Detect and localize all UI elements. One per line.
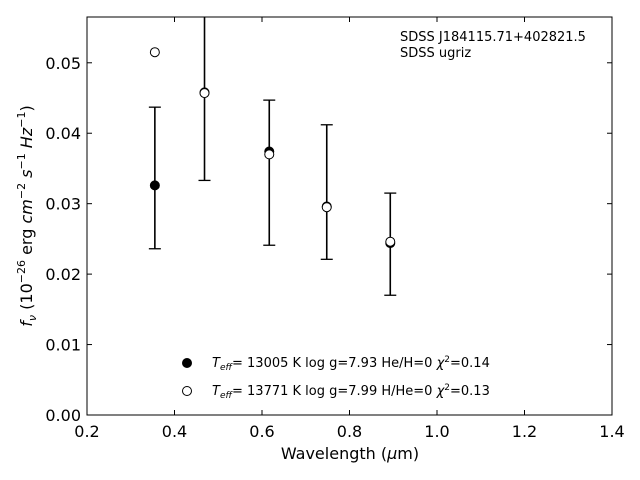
annotation-survey: SDSS ugriz (400, 46, 471, 61)
y-tick-label: 0.00 (45, 406, 81, 425)
y-tick-label: 0.01 (45, 336, 81, 355)
legend-label-open: Teff= 13771 K log g=7.99 H/He=0 χ2=0.13 (212, 383, 490, 401)
x-tick-label: 1.2 (512, 422, 537, 441)
point-open-model (149, 47, 160, 58)
x-tick-label: 0.6 (249, 422, 274, 441)
legend-marker-filled (182, 358, 192, 368)
x-tick-label: 0.8 (337, 422, 362, 441)
y-axis-ticks: 0.00 0.01 0.02 0.03 0.04 0.05 (45, 54, 612, 425)
y-tick-label: 0.03 (45, 195, 81, 214)
y-axis-label: fν (10−26 erg cm−2 s−1 Hz−1) (15, 105, 39, 326)
x-tick-label: 1.4 (599, 422, 624, 441)
legend-label-filled: Teff= 13005 K log g=7.93 He/H=0 χ2=0.14 (212, 355, 490, 373)
point-open-model (385, 236, 396, 247)
x-tick-label: 0.2 (74, 422, 99, 441)
legend: Teff= 13005 K log g=7.93 He/H=0 χ2=0.14 … (182, 355, 490, 401)
y-tick-label: 0.05 (45, 54, 81, 73)
x-tick-label: 1.0 (424, 422, 449, 441)
point-open-model (199, 88, 210, 99)
x-axis-label: Wavelength (μm) (281, 444, 419, 463)
point-open-model (264, 149, 275, 160)
point-open-model (321, 202, 332, 213)
y-tick-label: 0.02 (45, 265, 81, 284)
annotation-object-name: SDSS J184115.71+402821.5 (400, 30, 586, 45)
x-axis-ticks: 0.2 0.4 0.6 0.8 1.0 1.2 1.4 (74, 17, 625, 441)
y-tick-label: 0.04 (45, 124, 81, 143)
legend-marker-open (182, 386, 192, 396)
data-points (149, 47, 396, 249)
x-tick-label: 0.4 (162, 422, 187, 441)
point-filled-model (149, 180, 160, 191)
